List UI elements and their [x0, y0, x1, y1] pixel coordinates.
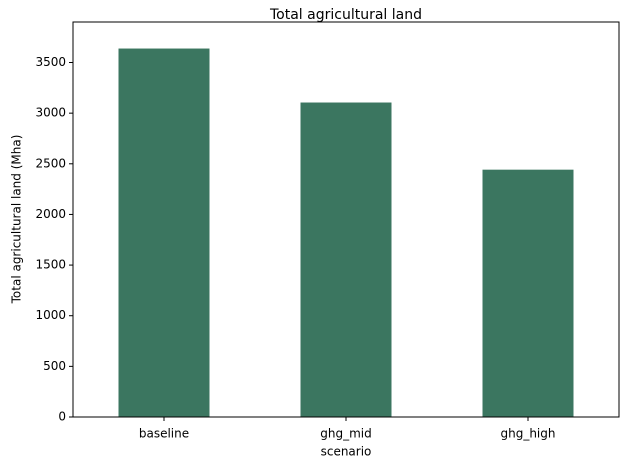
y-tick-label: 0: [58, 410, 66, 424]
bar: [300, 102, 392, 418]
y-tick-label: 1000: [35, 308, 66, 322]
x-tick-label: ghg_high: [500, 427, 555, 441]
x-axis-label: scenario: [321, 445, 372, 459]
y-tick-label: 1500: [35, 258, 66, 272]
y-tick-label: 3000: [35, 106, 66, 120]
chart-title: Total agricultural land: [269, 7, 422, 23]
y-tick-label: 500: [43, 359, 66, 373]
y-axis-label: Total agricultural land (Mha): [10, 135, 24, 305]
y-tick-label: 2500: [35, 156, 66, 170]
plot-frame: [72, 21, 620, 418]
y-tick-label: 2000: [35, 207, 66, 221]
x-tick-label: ghg_mid: [320, 427, 371, 441]
bar: [118, 48, 210, 418]
bar: [482, 169, 574, 417]
y-tick-label: 3500: [35, 55, 66, 69]
x-tick-label: baseline: [139, 427, 189, 441]
